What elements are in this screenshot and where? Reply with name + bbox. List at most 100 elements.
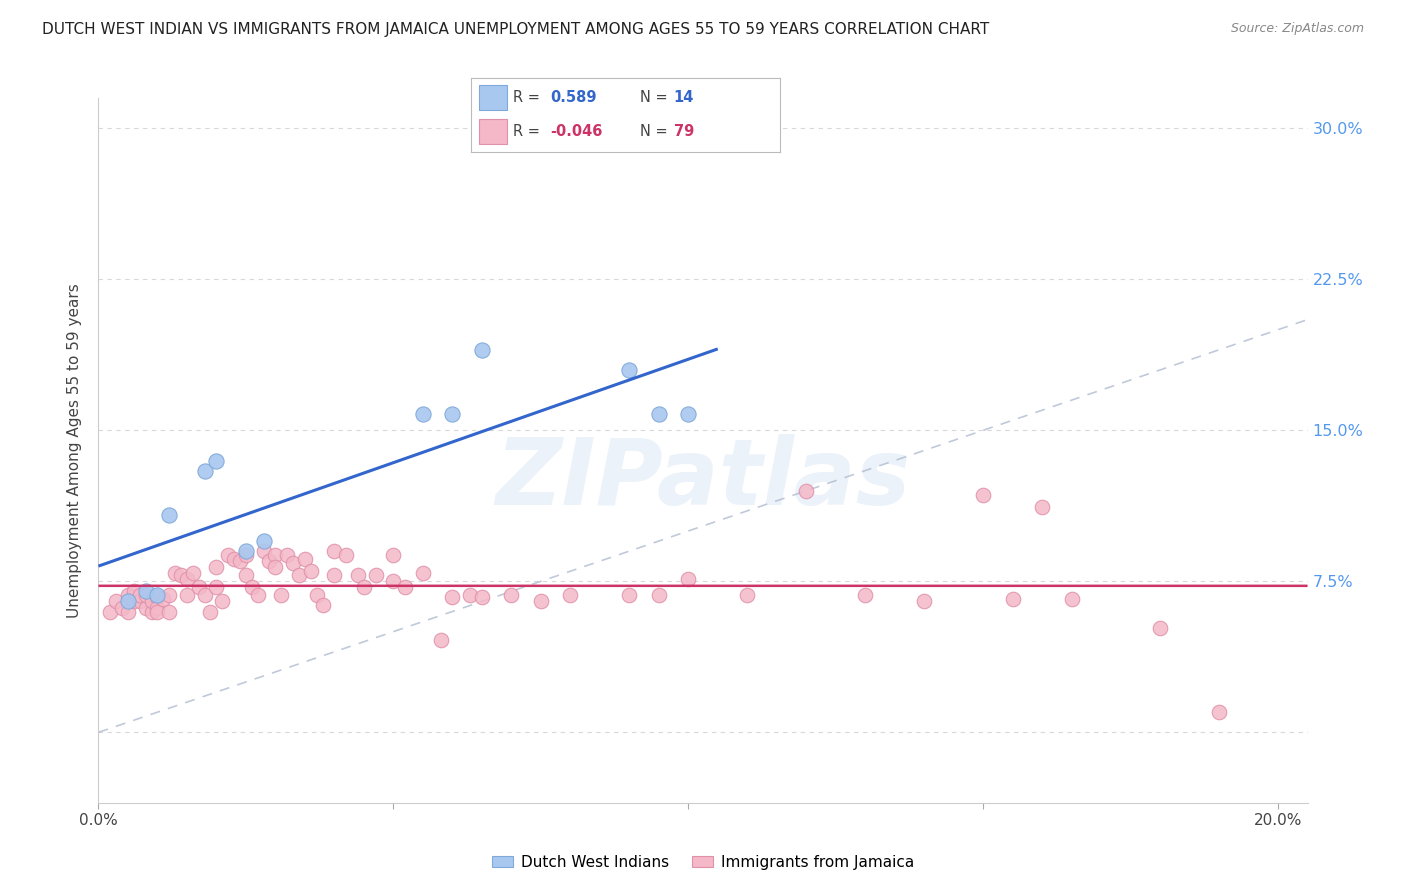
Point	[619, 363, 641, 377]
Point	[353, 580, 375, 594]
Point	[794, 483, 817, 498]
Point	[117, 594, 139, 608]
Point	[152, 592, 174, 607]
Text: 79: 79	[673, 124, 695, 139]
Point	[347, 568, 370, 582]
Point	[235, 568, 257, 582]
Text: R =: R =	[513, 124, 540, 139]
Point	[135, 584, 157, 599]
Text: N =: N =	[640, 90, 668, 104]
Point	[441, 591, 464, 605]
Point	[323, 544, 346, 558]
Point	[200, 605, 222, 619]
Point	[560, 589, 582, 603]
Point	[252, 534, 274, 549]
Y-axis label: Unemployment Among Ages 55 to 59 years: Unemployment Among Ages 55 to 59 years	[67, 283, 83, 618]
Point	[323, 568, 346, 582]
Point	[122, 584, 145, 599]
FancyBboxPatch shape	[479, 120, 506, 145]
Point	[735, 589, 758, 603]
Point	[98, 605, 121, 619]
Point	[181, 566, 204, 581]
Point	[205, 560, 228, 574]
Point	[211, 594, 233, 608]
Point	[912, 594, 935, 608]
Point	[294, 552, 316, 566]
Point	[128, 594, 150, 608]
Point	[311, 599, 333, 613]
Point	[111, 600, 134, 615]
Point	[264, 548, 287, 562]
Text: Source: ZipAtlas.com: Source: ZipAtlas.com	[1230, 22, 1364, 36]
Text: ZIPatlas: ZIPatlas	[495, 434, 911, 524]
Point	[146, 605, 169, 619]
Point	[471, 591, 494, 605]
Point	[281, 556, 304, 570]
Point	[205, 453, 228, 467]
Point	[678, 407, 700, 421]
FancyBboxPatch shape	[479, 85, 506, 110]
Point	[1149, 621, 1171, 635]
Point	[335, 548, 357, 562]
Point	[678, 572, 700, 586]
Point	[648, 407, 671, 421]
Point	[240, 580, 263, 594]
Point	[146, 591, 169, 605]
Point	[412, 407, 434, 421]
Point	[117, 589, 139, 603]
Point	[187, 580, 209, 594]
Point	[1031, 500, 1053, 514]
Point	[619, 589, 641, 603]
Point	[382, 548, 405, 562]
Text: 0.589: 0.589	[550, 90, 596, 104]
Point	[135, 589, 157, 603]
Point	[441, 407, 464, 421]
Point	[205, 580, 228, 594]
Point	[141, 605, 163, 619]
Point	[146, 600, 169, 615]
Point	[471, 343, 494, 357]
Point	[146, 589, 169, 603]
Point	[194, 464, 217, 478]
Point	[128, 589, 150, 603]
Point	[252, 544, 274, 558]
Point	[299, 564, 322, 578]
Point	[165, 566, 187, 581]
Point	[429, 632, 451, 647]
Point	[382, 574, 405, 589]
Point	[364, 568, 387, 582]
Text: DUTCH WEST INDIAN VS IMMIGRANTS FROM JAMAICA UNEMPLOYMENT AMONG AGES 55 TO 59 YE: DUTCH WEST INDIAN VS IMMIGRANTS FROM JAM…	[42, 22, 990, 37]
Point	[853, 589, 876, 603]
Point	[105, 594, 128, 608]
Point	[972, 488, 994, 502]
Point	[229, 554, 252, 568]
Point	[648, 589, 671, 603]
Point	[157, 508, 180, 522]
Point	[246, 589, 269, 603]
Point	[276, 548, 298, 562]
Text: -0.046: -0.046	[550, 124, 602, 139]
Point	[170, 568, 193, 582]
Point	[157, 589, 180, 603]
Point	[176, 589, 198, 603]
Point	[270, 589, 292, 603]
Point	[264, 560, 287, 574]
Point	[288, 568, 311, 582]
Point	[235, 548, 257, 562]
Point	[1001, 592, 1024, 607]
Point	[1060, 592, 1083, 607]
Text: R =: R =	[513, 90, 540, 104]
Point	[394, 580, 416, 594]
Point	[217, 548, 239, 562]
Point	[259, 554, 281, 568]
Point	[1208, 705, 1230, 719]
Point	[117, 605, 139, 619]
Point	[157, 605, 180, 619]
Text: N =: N =	[640, 124, 668, 139]
Point	[122, 594, 145, 608]
Point	[176, 572, 198, 586]
Point	[141, 594, 163, 608]
Legend: Dutch West Indians, Immigrants from Jamaica: Dutch West Indians, Immigrants from Jama…	[485, 849, 921, 876]
Point	[501, 589, 523, 603]
Point	[412, 566, 434, 581]
